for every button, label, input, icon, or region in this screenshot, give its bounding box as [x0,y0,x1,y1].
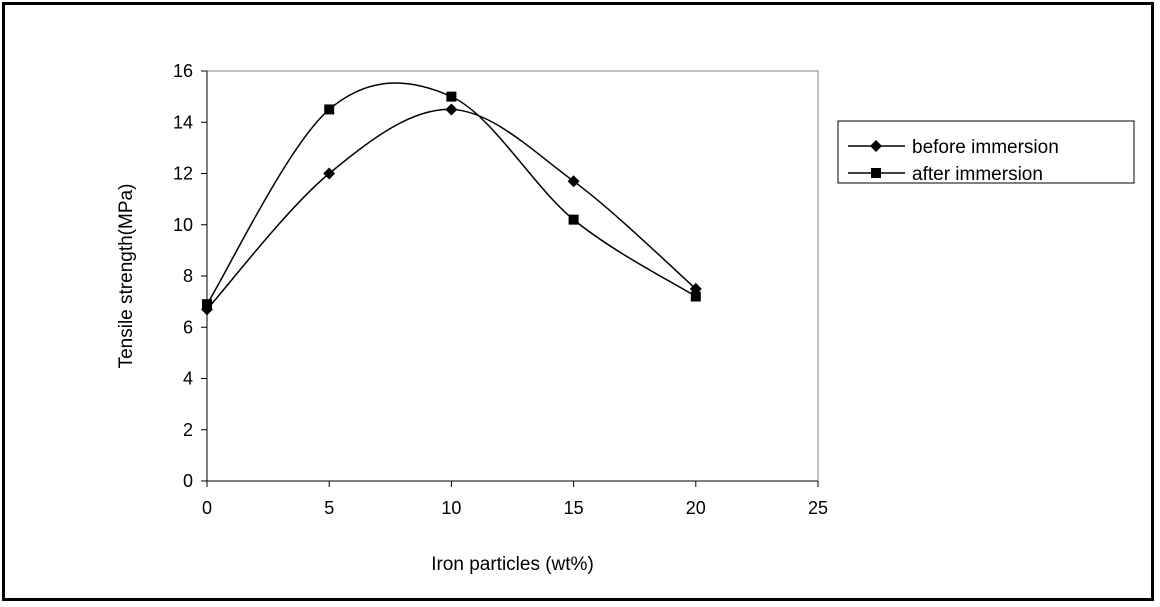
y-tick-label: 6 [183,317,193,337]
data-point-square [690,291,701,302]
y-tick-label: 10 [173,215,193,235]
data-point-diamond [445,103,458,116]
y-tick-label: 4 [183,369,193,389]
y-axis-ticks: 0 2 4 6 8 10 12 14 16 [173,61,207,491]
legend-box [837,120,1135,184]
x-tick-label: 10 [441,498,461,518]
legend-label: after immersion [912,164,1043,185]
y-tick-label: 2 [183,420,193,440]
x-tick-label: 5 [324,498,334,518]
data-point-diamond [323,167,336,180]
data-point-square [324,104,335,115]
x-tick-label: 15 [564,498,584,518]
legend-label: before immersion [912,137,1059,158]
x-tick-label: 20 [686,498,706,518]
series-layer [201,82,702,316]
y-axis-title: Tensile strength(MPa) [116,184,137,369]
legend: before immersion after immersion [837,120,1135,185]
plot-area [206,70,819,482]
x-axis-title: Iron particles (wt%) [431,554,594,575]
legend-marker-square [871,168,881,178]
y-tick-label: 12 [173,164,193,184]
y-tick-label: 0 [183,471,193,491]
x-tick-label: 25 [808,498,828,518]
data-point-square [568,214,579,225]
data-point-square [446,91,457,102]
x-tick-label: 0 [202,498,212,518]
x-axis-ticks: 0 5 10 15 20 25 [202,481,828,518]
data-point-diamond [567,175,580,188]
y-tick-label: 16 [173,61,193,81]
data-point-square [202,299,212,310]
y-tick-label: 8 [183,266,193,286]
legend-marker-diamond [870,140,882,152]
y-tick-label: 14 [173,112,193,132]
series-square [202,82,701,310]
